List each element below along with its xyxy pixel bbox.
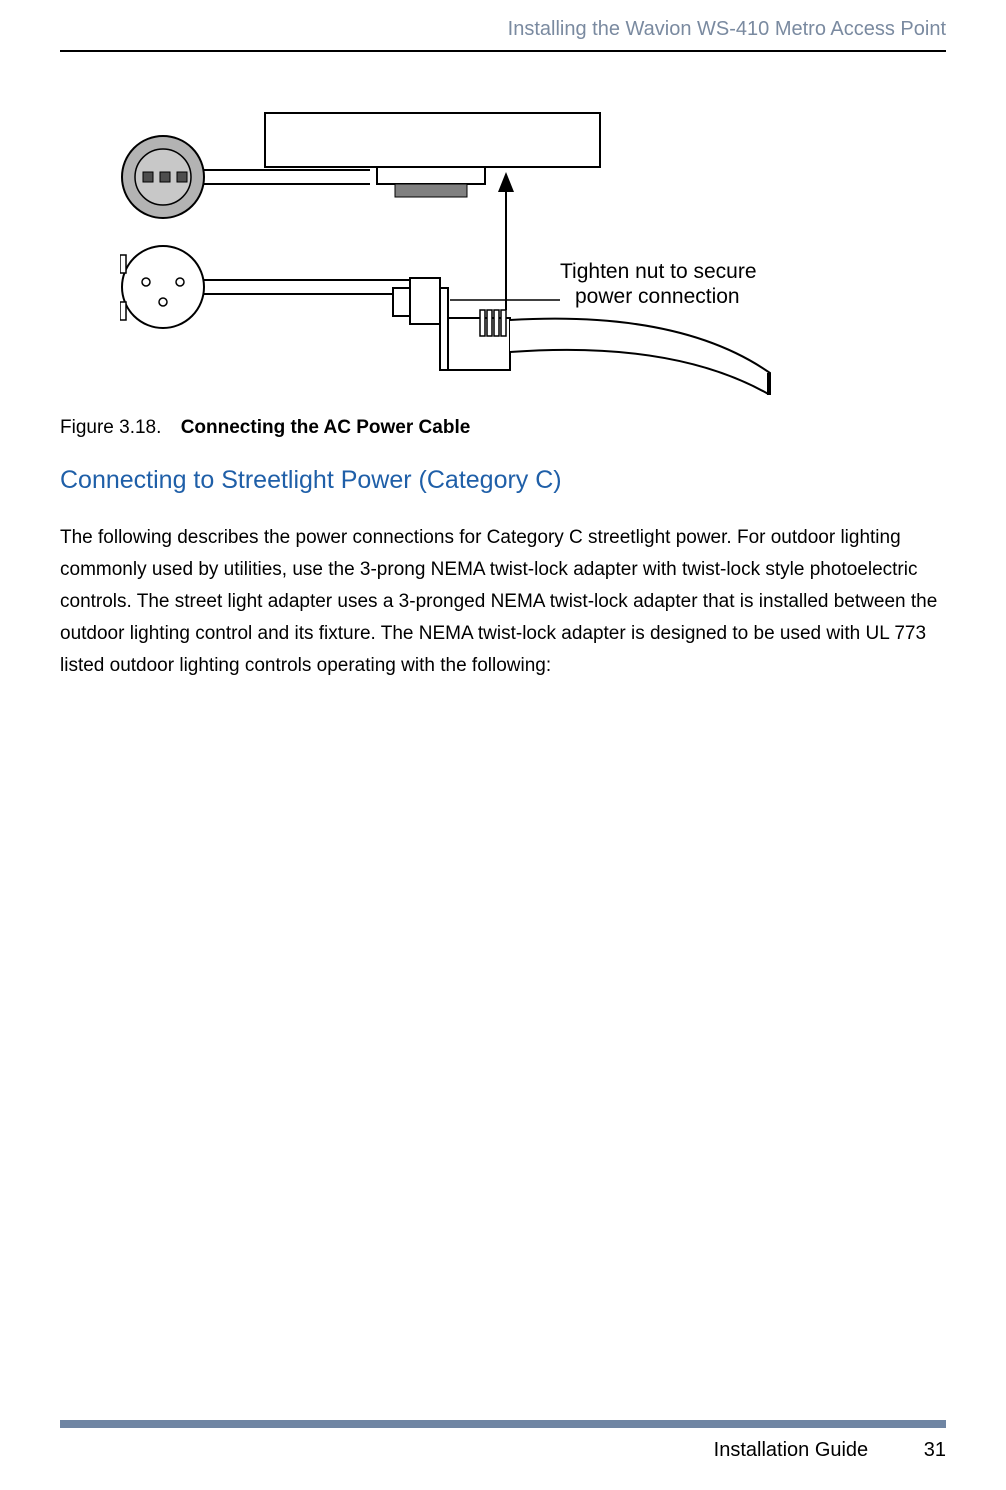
- top-bracket-gray-fill: [395, 184, 467, 197]
- bottom-connector-front: [120, 246, 204, 328]
- top-bracket-rect: [265, 113, 600, 167]
- footer-page-number: 31: [924, 1439, 946, 1461]
- top-bracket-neck: [377, 167, 485, 184]
- figure-caption: Figure 3.18. Connecting the AC Power Cab…: [60, 417, 470, 439]
- ac-power-cable-diagram: Tighten nut to secure power connection: [120, 110, 840, 395]
- annotation-text-line2: power connection: [575, 285, 740, 308]
- diagram-svg: Tighten nut to secure power connection: [120, 110, 840, 395]
- section-heading: Connecting to Streetlight Power (Categor…: [60, 466, 562, 495]
- footer-bar: [60, 1420, 946, 1428]
- figure-title: Connecting the AC Power Cable: [181, 417, 471, 438]
- footer-guide-label: Installation Guide: [714, 1439, 869, 1461]
- top-connector-side: [122, 136, 204, 218]
- body-paragraph: The following describes the power connec…: [60, 522, 948, 682]
- figure-label: Figure 3.18.: [60, 417, 161, 438]
- tighten-nut-arrow: [498, 172, 514, 310]
- header-divider: [60, 50, 946, 52]
- footer-text: Installation Guide 31: [714, 1439, 946, 1462]
- page-header: Installing the Wavion WS-410 Metro Acces…: [508, 18, 946, 41]
- annotation-text-line1: Tighten nut to secure: [560, 260, 757, 283]
